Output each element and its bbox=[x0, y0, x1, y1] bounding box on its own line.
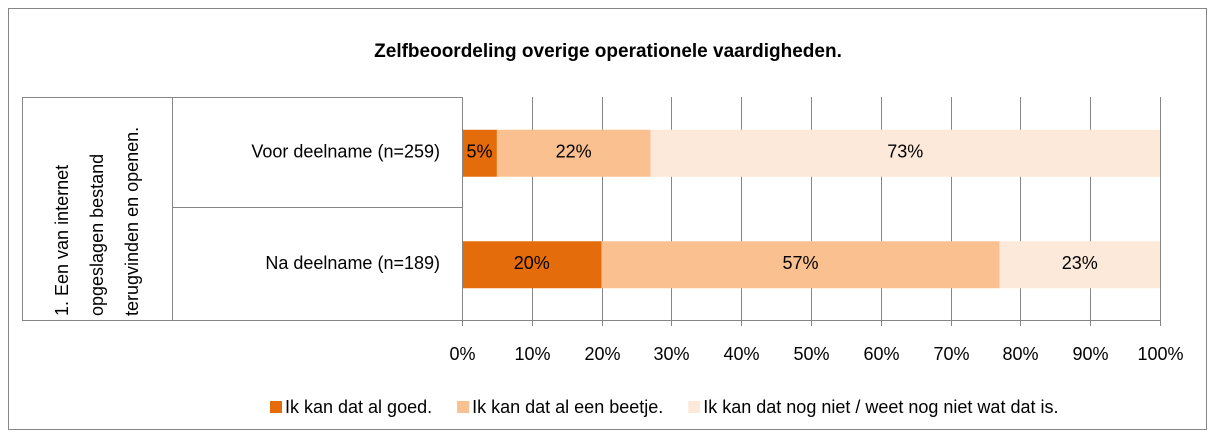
data-label: 20% bbox=[514, 253, 550, 273]
bar-segment bbox=[462, 129, 497, 177]
x-tick-label: 20% bbox=[584, 344, 620, 364]
x-tick-label: 60% bbox=[863, 344, 899, 364]
legend-label: Ik kan dat nog niet / weet nog niet wat … bbox=[703, 397, 1058, 417]
data-label: 57% bbox=[783, 253, 819, 273]
bar-segment bbox=[462, 241, 602, 289]
bar-segment bbox=[496, 129, 651, 177]
chart-frame bbox=[8, 8, 1207, 430]
data-label: 73% bbox=[887, 142, 923, 162]
legend-swatch bbox=[457, 401, 470, 413]
legend-label: Ik kan dat al goed. bbox=[285, 397, 432, 417]
chart-title: Zelfbeoordeling overige operationele vaa… bbox=[374, 41, 842, 62]
x-tick-label: 100% bbox=[1137, 344, 1183, 364]
bar-segment bbox=[650, 129, 1160, 177]
legend-swatch bbox=[688, 401, 701, 413]
data-label: 23% bbox=[1062, 253, 1098, 273]
legend-label: Ik kan dat al een beetje. bbox=[472, 397, 663, 417]
x-tick-label: 0% bbox=[449, 344, 475, 364]
x-tick-label: 70% bbox=[933, 344, 969, 364]
bar-segment bbox=[601, 241, 1000, 289]
x-tick-label: 10% bbox=[514, 344, 550, 364]
data-label: 5% bbox=[466, 142, 492, 162]
x-tick-label: 80% bbox=[1002, 344, 1038, 364]
category-label: Na deelname (n=189) bbox=[265, 253, 440, 273]
x-tick-label: 50% bbox=[793, 344, 829, 364]
bar-segment bbox=[999, 241, 1160, 289]
category-label: Voor deelname (n=259) bbox=[251, 142, 440, 162]
data-label: 22% bbox=[556, 142, 592, 162]
x-tick-label: 40% bbox=[723, 344, 759, 364]
x-tick-label: 30% bbox=[653, 344, 689, 364]
group-label: 1. Een van internet opgeslagen bestand t… bbox=[51, 126, 142, 316]
legend-swatch bbox=[270, 401, 282, 413]
x-tick-label: 90% bbox=[1072, 344, 1108, 364]
